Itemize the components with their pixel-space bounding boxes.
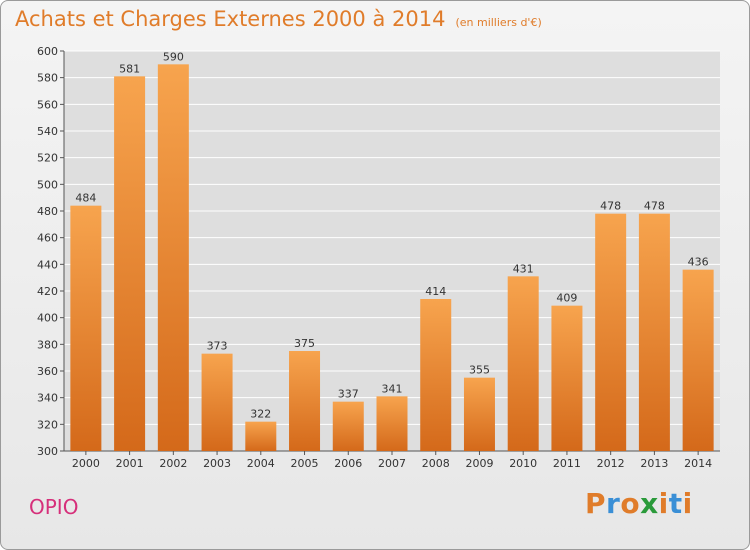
- y-tick-label: 360: [37, 365, 58, 378]
- bar-value-label: 337: [338, 388, 359, 401]
- commune-name: OPIO: [29, 495, 79, 519]
- logo-letter: t: [668, 487, 683, 520]
- title-unit: (en milliers d'€): [455, 16, 542, 29]
- logo-letter: i: [658, 487, 669, 520]
- bar: [638, 213, 670, 451]
- bar: [682, 269, 714, 451]
- y-tick-label: 600: [37, 45, 58, 58]
- bar-value-label: 436: [688, 256, 709, 269]
- y-tick-label: 400: [37, 312, 58, 325]
- bar: [507, 276, 539, 451]
- bar: [595, 213, 627, 451]
- y-tick-label: 580: [37, 72, 58, 85]
- y-tick-label: 480: [37, 205, 58, 218]
- bar: [332, 401, 364, 451]
- bar-value-label: 341: [382, 382, 403, 395]
- x-tick-label: 2000: [72, 457, 100, 470]
- bar-value-label: 478: [600, 200, 621, 213]
- y-tick-label: 420: [37, 285, 58, 298]
- x-tick-label: 2006: [334, 457, 362, 470]
- bar: [376, 396, 408, 451]
- bar: [157, 64, 189, 452]
- x-tick-label: 2004: [247, 457, 275, 470]
- x-tick-label: 2001: [116, 457, 144, 470]
- proxiti-logo: Proxiti: [585, 487, 693, 520]
- x-tick-label: 2014: [684, 457, 712, 470]
- logo-letter: r: [606, 487, 621, 520]
- y-tick-label: 440: [37, 258, 58, 271]
- bar-value-label: 581: [119, 62, 140, 75]
- bar-value-label: 375: [294, 337, 315, 350]
- y-tick-label: 320: [37, 418, 58, 431]
- y-tick-label: 340: [37, 392, 58, 405]
- x-tick-label: 2008: [422, 457, 450, 470]
- x-tick-label: 2002: [159, 457, 187, 470]
- logo-letter: i: [682, 487, 693, 520]
- bar-value-label: 322: [250, 408, 271, 421]
- x-tick-label: 2005: [291, 457, 319, 470]
- bar-value-label: 373: [207, 340, 228, 353]
- x-tick-label: 2007: [378, 457, 406, 470]
- bar: [201, 353, 233, 451]
- logo-letter: o: [620, 487, 641, 520]
- bar-value-label: 478: [644, 200, 665, 213]
- bar-value-label: 414: [425, 285, 446, 298]
- bar: [245, 421, 277, 451]
- y-tick-label: 300: [37, 445, 58, 458]
- x-tick-label: 2009: [465, 457, 493, 470]
- y-tick-label: 560: [37, 98, 58, 111]
- x-tick-label: 2011: [553, 457, 581, 470]
- bar: [289, 351, 321, 451]
- bar: [420, 299, 452, 451]
- x-tick-label: 2010: [509, 457, 537, 470]
- y-tick-label: 460: [37, 232, 58, 245]
- bar-value-label: 590: [163, 50, 184, 63]
- logo-letter: x: [640, 487, 659, 520]
- bar: [114, 76, 146, 451]
- bar: [70, 205, 102, 451]
- x-tick-label: 2012: [597, 457, 625, 470]
- y-tick-label: 520: [37, 152, 58, 165]
- chart-title: Achats et Charges Externes 2000 à 2014 (e…: [15, 7, 542, 31]
- title-text: Achats et Charges Externes 2000 à 2014: [15, 7, 446, 31]
- y-tick-label: 380: [37, 338, 58, 351]
- bar-value-label: 355: [469, 364, 490, 377]
- y-tick-label: 540: [37, 125, 58, 138]
- bar-value-label: 484: [75, 192, 96, 205]
- bar-value-label: 431: [513, 262, 534, 275]
- bar: [551, 305, 583, 451]
- bar: [463, 377, 495, 451]
- y-tick-label: 500: [37, 178, 58, 191]
- x-tick-label: 2013: [640, 457, 668, 470]
- bar-value-label: 409: [556, 292, 577, 305]
- x-tick-label: 2003: [203, 457, 231, 470]
- logo-letter: P: [585, 487, 607, 520]
